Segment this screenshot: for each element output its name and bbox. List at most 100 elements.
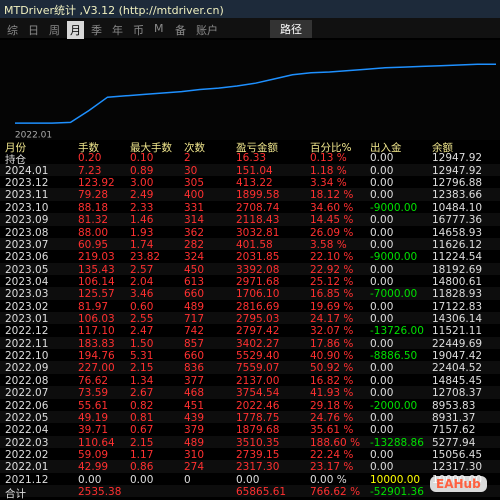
table-cell: 0.81: [130, 411, 154, 424]
chart-background: [0, 40, 500, 140]
table-cell: 16777.36: [432, 214, 483, 227]
table-cell: 73.59: [78, 387, 109, 400]
table-cell: 2: [184, 152, 191, 165]
table-cell: 2708.74: [236, 201, 280, 214]
table-cell: -13726.00: [370, 325, 424, 338]
table-cell: 468: [184, 387, 205, 400]
table-cell: 2739.15: [236, 449, 280, 461]
table-cell: 2.55: [130, 313, 154, 326]
tab[interactable]: 周: [49, 24, 60, 37]
table-cell: 183.83: [78, 337, 115, 350]
tab[interactable]: 月: [67, 21, 84, 39]
table-cell: 76.62: [78, 374, 109, 387]
table-cell: 125.57: [78, 288, 115, 301]
table-cell: 0.00: [370, 152, 394, 165]
tab[interactable]: 币: [133, 24, 144, 37]
table-cell: 0.00: [370, 313, 394, 326]
table-cell: 14800.61: [432, 275, 483, 288]
table-cell: 135.43: [78, 263, 115, 276]
table-cell: 22.10 %: [310, 251, 354, 264]
table-cell: 2.04: [130, 275, 154, 288]
table-cell: 22404.52: [432, 362, 483, 375]
row-label: 2022.12: [5, 325, 49, 338]
table-cell: -13288.86: [370, 436, 424, 449]
table-cell: 110.64: [78, 436, 115, 449]
tab[interactable]: 综: [7, 24, 18, 37]
table-cell: 11224.54: [432, 251, 483, 264]
table-cell: 0.00: [370, 164, 394, 177]
column-header: 月份: [5, 142, 26, 154]
row-stripe: [0, 435, 500, 448]
table-cell: 0.60: [130, 300, 154, 313]
column-header: 最大手数: [130, 142, 172, 154]
table-cell: 22.92 %: [310, 263, 354, 276]
table-cell: 30: [184, 164, 198, 177]
x-tick-label: 2022.01: [15, 131, 52, 140]
table-cell: 88.18: [78, 201, 109, 214]
balance-chart: 2022.01: [0, 40, 500, 140]
table-cell: 3402.27: [236, 337, 280, 350]
tab[interactable]: 备: [175, 24, 186, 37]
row-label: 2023.03: [5, 288, 49, 301]
table-cell: 766.62 %: [310, 486, 361, 499]
path-button[interactable]: 路径: [270, 20, 312, 38]
row-stripe: [0, 213, 500, 226]
table-cell: 19047.42: [432, 350, 483, 363]
table-cell: 379: [184, 424, 205, 437]
table-cell: 489: [184, 300, 205, 313]
row-label: 2023.04: [5, 275, 49, 288]
table-cell: 0.00: [370, 424, 394, 437]
table-cell: 3.46: [130, 288, 154, 301]
tab[interactable]: M: [154, 22, 164, 35]
table-cell: 3510.35: [236, 436, 280, 449]
table-cell: 2.57: [130, 263, 154, 276]
row-stripe: [0, 410, 500, 424]
column-header: 余额: [432, 142, 453, 154]
table-cell: 3.58 %: [310, 238, 347, 251]
table-cell: -9000.00: [370, 201, 418, 214]
table-cell: 1706.10: [236, 288, 280, 301]
table-cell: 2.33: [130, 201, 154, 214]
row-stripe: [0, 237, 500, 251]
row-label: 2023.07: [5, 238, 49, 251]
row-stripe: [0, 460, 500, 473]
table-cell: -8886.50: [370, 350, 418, 363]
table-cell: 660: [184, 350, 205, 363]
balance-line: [15, 63, 496, 124]
table-cell: 0.00: [370, 214, 394, 227]
table-cell: 2022.46: [236, 399, 280, 412]
table-cell: 0.13 %: [310, 152, 347, 165]
table-cell: 7.23: [78, 164, 102, 177]
table-cell: 188.60 %: [310, 436, 361, 449]
row-label: 2022.02: [5, 449, 49, 461]
table-cell: 81.32: [78, 214, 109, 227]
table-cell: 32.07 %: [310, 325, 354, 338]
table-cell: 0: [184, 473, 191, 486]
table-cell: 11521.11: [432, 325, 483, 338]
tab[interactable]: 年: [112, 24, 123, 37]
tab-row: [0, 18, 500, 38]
row-label: 2024.01: [5, 164, 49, 177]
table-cell: 0.00: [130, 473, 154, 486]
table-cell: 50.92 %: [310, 362, 354, 375]
table-cell: 19.69 %: [310, 300, 354, 313]
table-cell: 14658.93: [432, 226, 483, 239]
row-label: 2023.01: [5, 313, 49, 326]
tab[interactable]: 账户: [196, 24, 218, 37]
table-cell: 717: [184, 313, 205, 326]
table-cell: 15056.45: [432, 449, 483, 461]
table-cell: 2.15: [130, 362, 154, 375]
table-cell: 88.00: [78, 226, 109, 239]
row-stripe: [0, 163, 500, 177]
table-cell: 1879.68: [236, 424, 280, 437]
table-cell: 59.09: [78, 449, 109, 461]
table-cell: 34.60 %: [310, 201, 354, 214]
table-cell: 362: [184, 226, 205, 239]
table-cell: 2.67: [130, 387, 154, 400]
tab[interactable]: 日: [28, 24, 39, 37]
table-cell: 489: [184, 436, 205, 449]
row-stripe: [0, 485, 500, 498]
table-cell: 1.34: [130, 374, 154, 387]
tab[interactable]: 季: [91, 24, 102, 37]
row-label: 2023.02: [5, 300, 49, 313]
